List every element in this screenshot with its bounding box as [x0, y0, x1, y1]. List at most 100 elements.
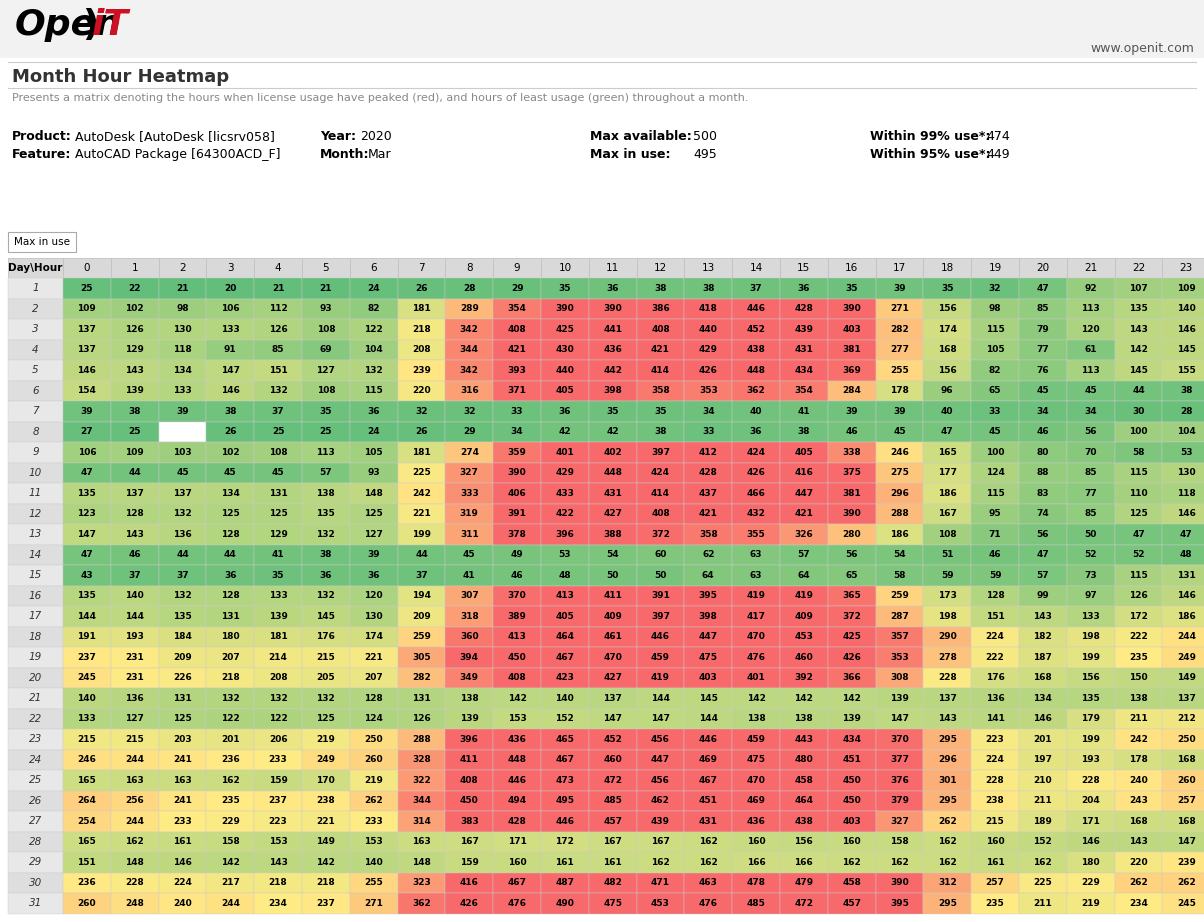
Text: 59: 59	[942, 571, 954, 580]
Text: 237: 237	[77, 653, 96, 662]
Bar	[206, 585, 254, 606]
Bar	[254, 770, 302, 790]
Text: 438: 438	[746, 345, 766, 354]
Bar	[254, 606, 302, 627]
Text: 394: 394	[460, 653, 479, 662]
Text: 397: 397	[651, 448, 669, 456]
Text: 437: 437	[698, 489, 718, 498]
Text: 35: 35	[607, 407, 619, 416]
Bar	[8, 729, 63, 750]
Bar	[875, 647, 923, 668]
Bar	[63, 565, 111, 585]
Text: 145: 145	[1129, 366, 1147, 374]
Text: 392: 392	[795, 673, 814, 682]
Bar	[828, 278, 875, 299]
Text: 295: 295	[938, 899, 957, 908]
Bar	[541, 503, 589, 524]
Text: 3: 3	[228, 263, 234, 273]
Bar	[732, 463, 780, 483]
Bar	[732, 442, 780, 463]
Text: 99: 99	[1037, 591, 1049, 600]
Bar	[494, 852, 541, 872]
Bar	[159, 708, 206, 729]
Text: 128: 128	[220, 530, 240, 538]
Bar	[875, 278, 923, 299]
Bar	[1067, 421, 1115, 442]
Text: 430: 430	[555, 345, 574, 354]
Text: 220: 220	[1129, 857, 1147, 867]
Bar	[1115, 483, 1162, 503]
Bar	[972, 381, 1019, 401]
Bar	[1115, 872, 1162, 893]
Text: 22: 22	[29, 714, 42, 724]
Text: 246: 246	[890, 448, 909, 456]
Text: 46: 46	[988, 550, 1002, 560]
Text: 419: 419	[795, 591, 814, 600]
Bar	[302, 708, 350, 729]
Text: 126: 126	[1129, 591, 1147, 600]
Bar	[589, 421, 637, 442]
Bar	[972, 442, 1019, 463]
Bar	[254, 483, 302, 503]
Bar	[1019, 893, 1067, 914]
Bar	[589, 483, 637, 503]
Text: 25: 25	[129, 427, 141, 436]
Bar	[923, 832, 972, 852]
Bar	[875, 339, 923, 360]
Text: 25: 25	[272, 427, 284, 436]
Bar	[637, 790, 684, 811]
Bar	[206, 483, 254, 503]
Bar	[589, 872, 637, 893]
Text: 88: 88	[1037, 468, 1049, 478]
Bar	[1115, 647, 1162, 668]
Text: 451: 451	[698, 797, 718, 805]
Text: 46: 46	[1037, 427, 1049, 436]
Bar	[875, 852, 923, 872]
Text: 146: 146	[77, 366, 96, 374]
Text: 228: 228	[986, 775, 1004, 785]
Text: 199: 199	[1081, 653, 1100, 662]
Text: 450: 450	[460, 797, 479, 805]
Text: 143: 143	[125, 530, 144, 538]
Text: 241: 241	[173, 797, 191, 805]
Bar	[1162, 421, 1204, 442]
Bar	[445, 729, 494, 750]
Bar	[350, 668, 397, 688]
Bar	[111, 790, 159, 811]
Bar	[206, 463, 254, 483]
Text: 390: 390	[843, 509, 861, 518]
Bar	[206, 503, 254, 524]
Text: 485: 485	[603, 797, 622, 805]
Bar	[1115, 381, 1162, 401]
Bar	[875, 299, 923, 319]
Bar	[828, 299, 875, 319]
Text: 132: 132	[317, 693, 335, 703]
Text: 91: 91	[224, 345, 237, 354]
Bar	[972, 606, 1019, 627]
Text: 115: 115	[1129, 468, 1147, 478]
Text: Product:: Product:	[12, 130, 72, 143]
Bar	[206, 811, 254, 832]
Text: 225: 225	[412, 468, 431, 478]
Text: 115: 115	[365, 386, 383, 396]
Text: 36: 36	[319, 571, 332, 580]
Text: 198: 198	[1081, 632, 1100, 641]
Bar	[828, 503, 875, 524]
Text: 249: 249	[1176, 653, 1196, 662]
Text: 39: 39	[893, 407, 905, 416]
Bar	[8, 483, 63, 503]
Text: 439: 439	[795, 325, 814, 334]
Bar	[445, 421, 494, 442]
Bar	[1067, 319, 1115, 339]
Text: 137: 137	[77, 325, 96, 334]
Text: 424: 424	[651, 468, 669, 478]
Bar	[780, 872, 828, 893]
Text: 92: 92	[1085, 284, 1097, 293]
Bar	[63, 708, 111, 729]
Text: 218: 218	[412, 325, 431, 334]
Text: 115: 115	[1129, 571, 1147, 580]
Bar	[875, 442, 923, 463]
Text: 245: 245	[77, 673, 96, 682]
Text: 133: 133	[268, 591, 288, 600]
Bar	[684, 893, 732, 914]
